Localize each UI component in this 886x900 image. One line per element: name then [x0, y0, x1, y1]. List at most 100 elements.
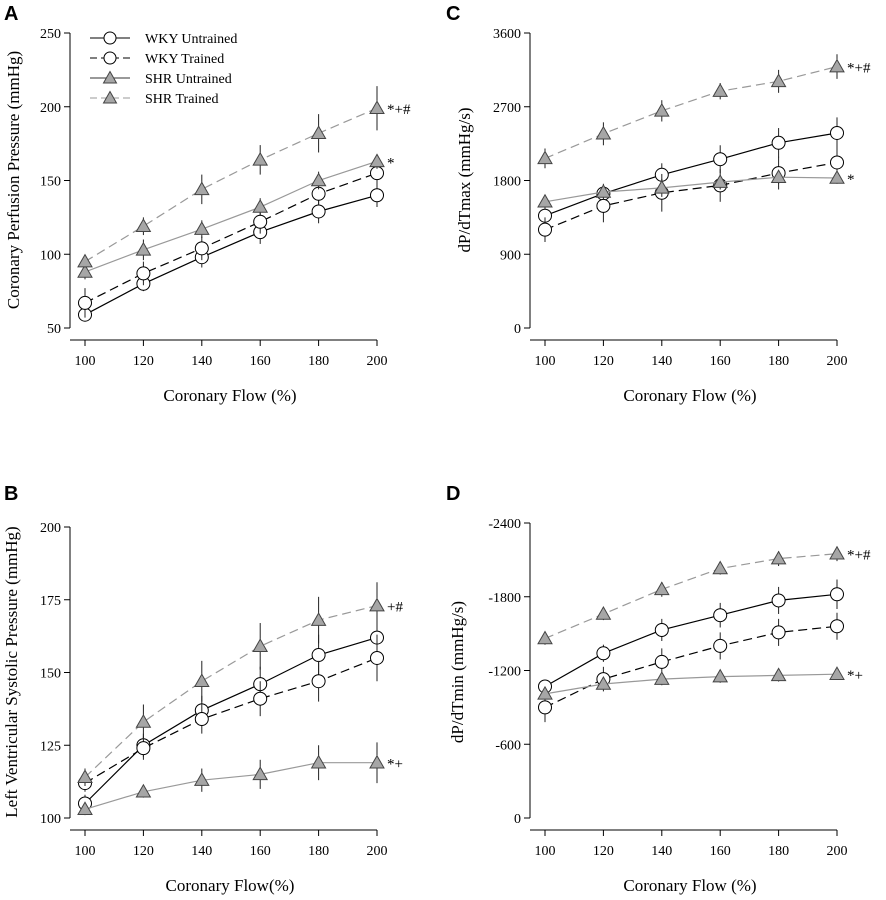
panel-b: B 100 125 150 175 200 100 120 140 160 180 200 +# *+…	[2, 483, 403, 895]
panel-c-point	[830, 155, 844, 170]
panel-a-point	[311, 204, 326, 219]
panel-a-x-tick-label: 200	[367, 354, 388, 369]
panel-d-point	[595, 605, 612, 620]
legend-marker-wky-trained	[103, 51, 117, 65]
panel-b-annotation-shr-trained: +#	[387, 600, 403, 616]
panel-c-y-tick-label: 1800	[493, 175, 521, 190]
panel-d-point	[770, 550, 787, 565]
legend: WKY Untrained WKY Trained SHR Untrained …	[90, 31, 237, 107]
panel-d-plot: *+# *+	[537, 545, 871, 723]
panel-a-y-title: Coronary Perfusion Pressure (mmHg)	[4, 51, 23, 309]
panel-c-x-tick-label: 200	[827, 354, 848, 369]
panel-b-point	[310, 754, 327, 769]
panel-c-x-tick-label: 120	[593, 354, 614, 369]
panel-b-point	[369, 754, 385, 769]
panel-c-point	[653, 102, 670, 117]
panel-d-annotation-shr-untrained: *+	[847, 668, 863, 684]
panel-b-x-tick-label: 120	[133, 844, 154, 859]
panel-b-y-tick-label: 150	[40, 667, 61, 682]
panel-d-point	[712, 560, 729, 575]
panel-a-point	[310, 125, 327, 140]
panel-b-x-tick-label: 100	[75, 844, 96, 859]
panel-d-point	[654, 654, 669, 669]
panel-b-line-shr-untrained	[84, 762, 377, 810]
panel-d-point	[713, 608, 728, 623]
panel-a-point	[370, 188, 384, 203]
panel-c-y-tick-label: 2700	[493, 101, 521, 116]
panel-d-point	[595, 676, 612, 690]
panel-a-point	[253, 214, 268, 229]
panel-a-point	[77, 263, 93, 278]
legend-label-wky-untrained: WKY Untrained	[145, 32, 237, 47]
panel-b-point	[370, 650, 384, 665]
panel-b-point	[135, 713, 152, 728]
panel-d: D 0 -600 -1200 -1800 -2400 100 120 140 160 180 200…	[446, 483, 871, 895]
panel-d-x-title: Coronary Flow (%)	[623, 876, 756, 895]
panel-a-line-wky-untrained	[84, 194, 378, 316]
panel-a-point	[78, 295, 92, 310]
panel-d-x-tick-label: 180	[768, 844, 789, 859]
panel-a-point	[310, 172, 327, 187]
panel-a-point	[369, 100, 385, 114]
panel-c: C 0 900 1800 2700 3600 100 120 140 160 180 200 *+#…	[446, 3, 871, 405]
panel-a-y-tick-label: 100	[40, 248, 61, 263]
panel-b-point	[193, 772, 210, 786]
legend-label-shr-trained: SHR Trained	[145, 92, 219, 107]
panel-b-line-shr-trained	[84, 605, 378, 778]
panel-d-y-title: dP/dTmin (mmHg/s)	[448, 601, 467, 743]
panel-a-x-title: Coronary Flow (%)	[163, 386, 296, 405]
panel-d-point	[537, 630, 553, 645]
legend-entry-shr-untrained: SHR Untrained	[90, 70, 232, 87]
panel-d-y-tick-label: 0	[514, 812, 521, 827]
panel-d-y-tick-label: -1800	[488, 591, 521, 606]
panel-c-line-shr-trained	[544, 66, 838, 159]
panel-d-point	[771, 593, 786, 608]
panel-b-x-title: Coronary Flow(%)	[166, 876, 295, 895]
panel-c-point	[770, 73, 787, 88]
panel-d-point	[653, 581, 670, 596]
panel-d-point	[713, 638, 728, 653]
panel-d-x-tick-label: 140	[651, 844, 672, 859]
panel-d-point	[596, 646, 611, 661]
panel-c-annotation-shr-trained: *+#	[847, 61, 871, 77]
panel-a-annotation-shr-untrained: *	[387, 155, 395, 171]
panel-b-series-wky-trained	[78, 634, 384, 792]
panel-b-x-tick-label: 140	[191, 844, 212, 859]
panel-c-series-shr-untrained	[537, 169, 845, 208]
panel-c-point	[770, 169, 787, 183]
panel-c-point	[712, 83, 729, 97]
legend-marker-shr-untrained	[102, 70, 118, 84]
panel-d-line-shr-untrained	[544, 673, 838, 695]
panel-a-series-wky-untrained	[78, 183, 384, 322]
panel-d-point	[712, 668, 729, 683]
panel-a-point	[193, 221, 210, 235]
panel-b-y-tick-label: 200	[40, 521, 61, 536]
panel-d-y-tick-label: -1200	[488, 665, 521, 680]
panel-a-annotation-shr-trained: *+#	[387, 102, 411, 118]
panel-b-series-shr-untrained	[77, 742, 385, 816]
panel-c-line-wky-untrained	[544, 132, 838, 217]
panel-b-x-tick-label: 160	[250, 844, 271, 859]
panel-a-y-tick-label: 250	[40, 27, 61, 42]
panel-a-line-wky-trained	[84, 172, 378, 304]
panel-d-y-tick-label: -2400	[488, 517, 521, 532]
panel-a-letter: A	[4, 3, 18, 25]
panel-c-axes: 0 900 1800 2700 3600 100 120 140 160 180 200	[493, 27, 848, 369]
panel-a-point	[77, 253, 93, 268]
legend-entry-wky-trained: WKY Trained	[90, 51, 224, 67]
legend-label-wky-trained: WKY Trained	[145, 52, 224, 67]
panel-a-plot: *+# *	[77, 86, 411, 322]
panel-d-series-shr-untrained	[537, 666, 845, 700]
panel-d-x-tick-label: 100	[535, 844, 556, 859]
panel-b-y-tick-label: 100	[40, 812, 61, 827]
panel-d-x-tick-label: 120	[593, 844, 614, 859]
panel-a-point	[252, 151, 269, 166]
panel-c-point	[829, 170, 845, 184]
panel-d-y-tick-label: -600	[495, 738, 521, 753]
panel-c-point	[830, 125, 844, 140]
panel-b-y-tick-label: 125	[40, 739, 61, 754]
panel-a-axes: 50 100 150 200 250 100 120 140 160 180 200	[40, 27, 388, 369]
legend-entry-wky-untrained: WKY Untrained	[90, 31, 237, 47]
panel-d-x-tick-label: 160	[710, 844, 731, 859]
